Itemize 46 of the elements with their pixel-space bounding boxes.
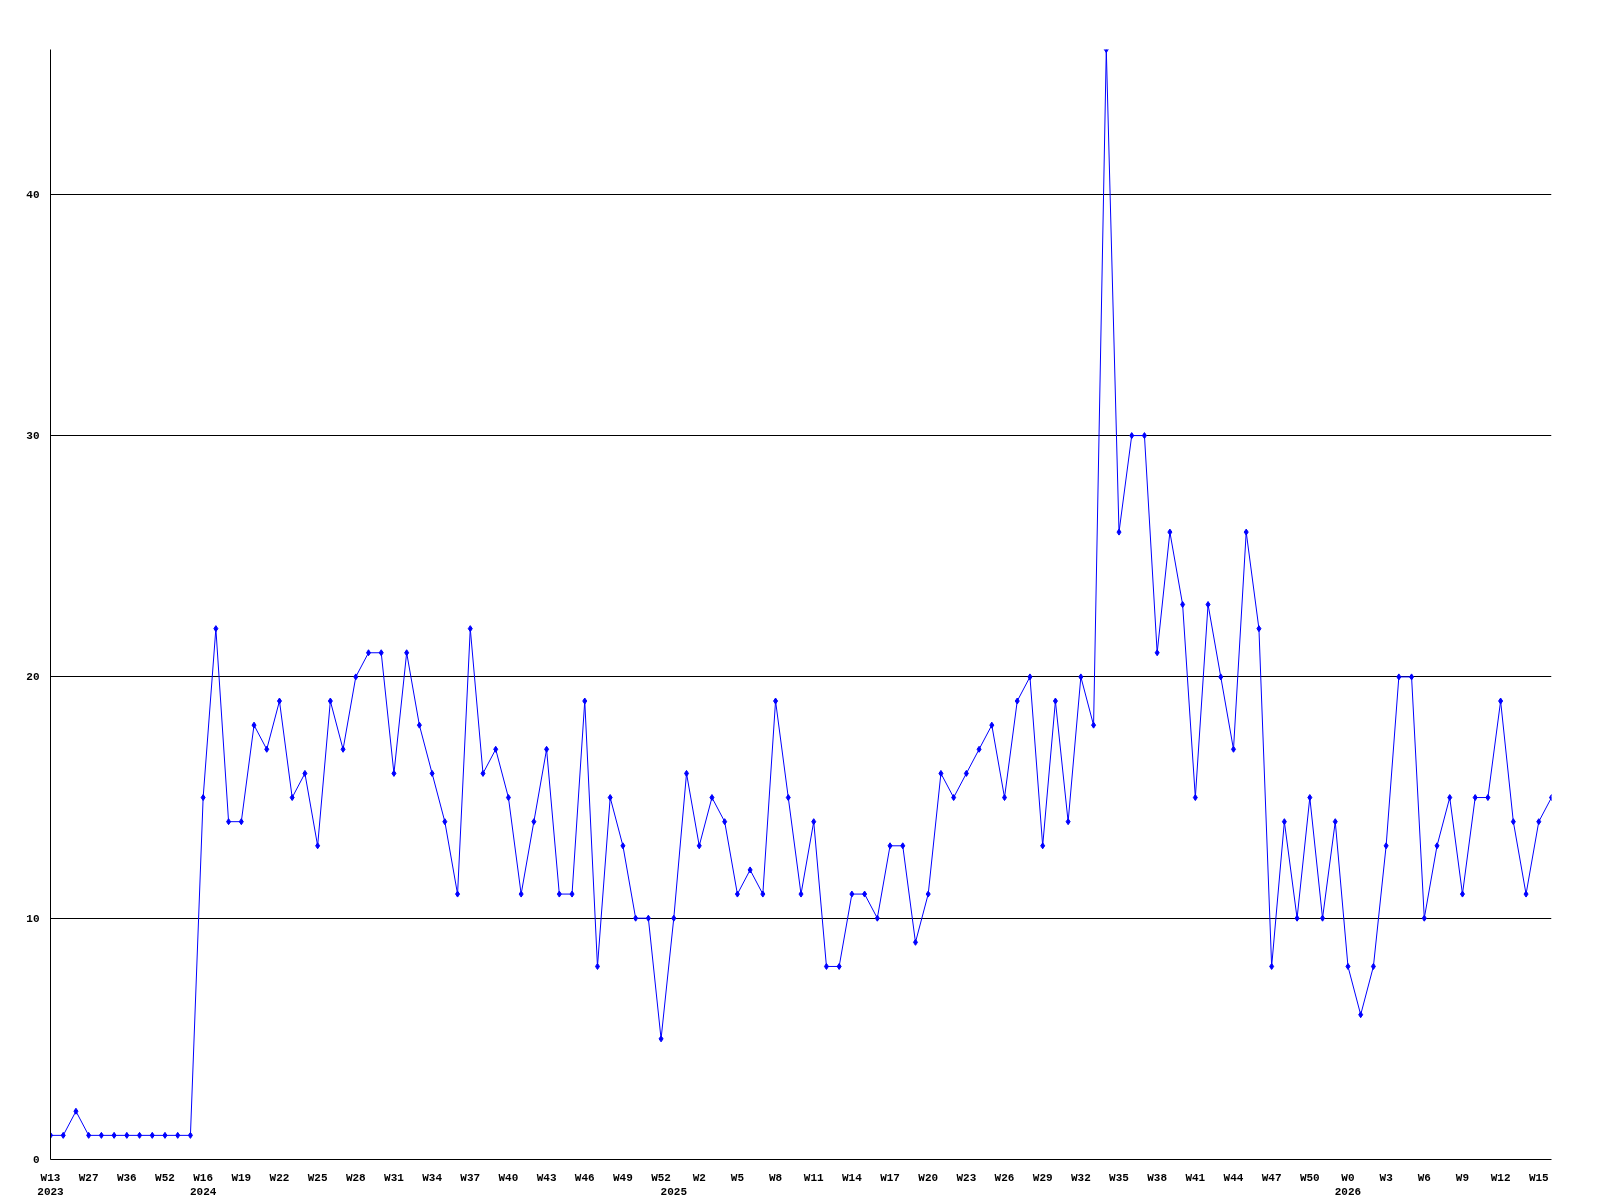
y-tick-label: 40: [26, 188, 40, 201]
x-tick-label: W20: [918, 1171, 939, 1184]
x-tick-label: W25: [307, 1171, 328, 1184]
x-tick-label: W9: [1455, 1171, 1470, 1184]
x-tick-label: W16 2024: [189, 1171, 217, 1198]
x-tick-label: W28: [345, 1171, 367, 1184]
x-tick-label: W40: [498, 1171, 519, 1184]
x-tick-label: W22: [269, 1171, 290, 1184]
x-tick-label: W27: [78, 1171, 99, 1184]
x-tick-label: W46: [574, 1171, 595, 1184]
x-tick-label: W38: [1147, 1171, 1168, 1184]
x-tick-label: 2025: [660, 1185, 688, 1198]
x-tick-label: W23: [956, 1171, 977, 1184]
x-tick-label: W29: [1032, 1171, 1053, 1184]
y-tick-label: 0: [32, 1154, 40, 1166]
x-tick-label: W26: [994, 1171, 1015, 1184]
y-tick-label: 20: [26, 671, 40, 684]
x-tick-label: W11: [803, 1171, 825, 1184]
x-tick-label: W6: [1417, 1171, 1431, 1184]
x-tick-label: W37: [460, 1171, 481, 1184]
x-tick-label: W31: [384, 1171, 405, 1184]
x-tick-label: W36: [116, 1171, 137, 1184]
x-tick-label: W35: [1109, 1171, 1130, 1184]
x-tick-label: W8: [768, 1171, 783, 1184]
x-tick-label: W19: [231, 1171, 252, 1184]
x-tick-label: W50: [1299, 1171, 1320, 1184]
x-tick-label: W14: [841, 1171, 863, 1184]
x-tick-label: W3: [1379, 1171, 1394, 1184]
x-tick-label: W17: [880, 1171, 900, 1184]
x-tick-label: W52: [651, 1171, 671, 1184]
x-tick-label: W0 2026: [1334, 1171, 1362, 1198]
x-tick-label: W32: [1070, 1171, 1091, 1184]
x-tick-label: W44: [1223, 1171, 1244, 1184]
x-tick-label: W12: [1490, 1171, 1511, 1184]
x-tick-label: W52: [155, 1171, 175, 1184]
y-tick-label: 30: [26, 430, 40, 443]
y-tick-label: 10: [26, 912, 40, 925]
x-tick-label: W5: [730, 1171, 745, 1184]
x-tick-label: W15: [1528, 1171, 1550, 1184]
x-tick-label: W2: [692, 1171, 706, 1184]
x-tick-label: W13 2023: [37, 1171, 65, 1198]
x-tick-label: W47: [1261, 1171, 1282, 1184]
x-tick-label: W41: [1185, 1171, 1206, 1184]
x-tick-label: W49: [613, 1171, 633, 1184]
x-tick-label: W34: [422, 1171, 443, 1184]
x-tick-label: W43: [536, 1171, 557, 1184]
